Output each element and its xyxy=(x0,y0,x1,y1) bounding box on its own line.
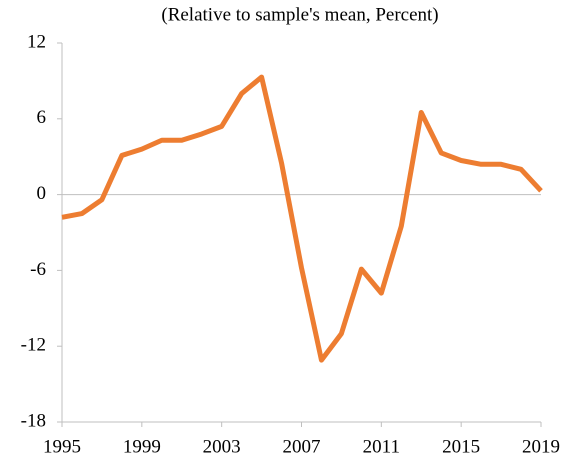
y-tick-label: -12 xyxy=(21,335,46,356)
chart-title: (Relative to sample's mean, Percent) xyxy=(161,4,438,25)
series-line xyxy=(61,74,543,363)
x-tick-label: 2011 xyxy=(363,436,400,457)
y-tick-label: -6 xyxy=(30,259,46,280)
y-tick-label: 0 xyxy=(37,183,47,204)
x-tick-label: 2003 xyxy=(203,436,241,457)
y-tick-label: 12 xyxy=(27,31,46,52)
x-tick-label: 2015 xyxy=(442,436,480,457)
y-tick-label: 6 xyxy=(37,107,47,128)
x-tick-label: 1999 xyxy=(123,436,161,457)
x-tick-label: 2019 xyxy=(522,436,560,457)
x-tick-label: 1995 xyxy=(43,436,81,457)
x-tick-label: 2007 xyxy=(283,436,321,457)
y-tick-label: -18 xyxy=(21,410,46,431)
